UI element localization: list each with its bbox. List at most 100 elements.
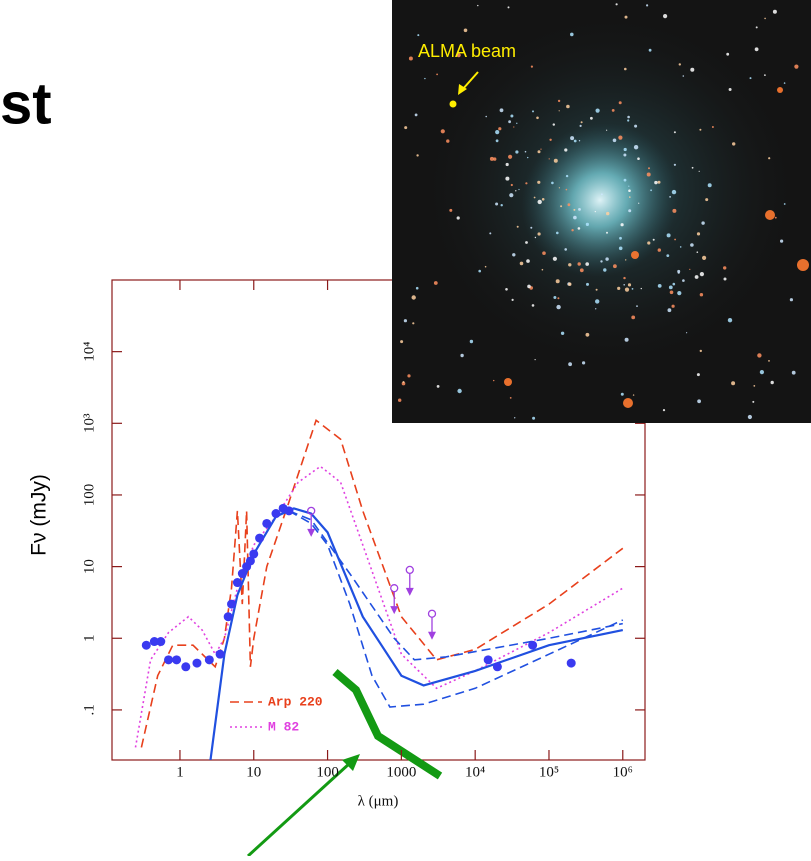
star — [526, 259, 530, 263]
star — [646, 4, 648, 6]
star — [764, 18, 766, 20]
bright-source — [765, 210, 775, 220]
star — [666, 254, 669, 257]
star — [501, 204, 503, 206]
star — [633, 394, 634, 395]
data-point — [255, 534, 264, 543]
star — [407, 374, 410, 377]
star — [496, 139, 499, 142]
star — [695, 275, 699, 279]
plot-area — [136, 420, 623, 769]
star — [621, 223, 624, 226]
star — [748, 415, 752, 419]
y-tick-label: 10 — [81, 559, 97, 574]
star — [601, 193, 603, 195]
upper-limit-arrowhead — [428, 632, 436, 640]
star — [638, 203, 639, 204]
star — [697, 251, 699, 253]
star — [536, 117, 539, 120]
star — [568, 203, 571, 206]
star — [551, 182, 554, 185]
star — [792, 371, 796, 375]
star — [403, 381, 405, 383]
star — [573, 209, 575, 211]
slide-title: st — [0, 71, 52, 136]
star — [490, 157, 494, 161]
x-tick-label: 1 — [176, 764, 184, 780]
star — [582, 361, 585, 364]
star — [658, 181, 661, 184]
data-point — [262, 519, 271, 528]
star — [673, 283, 676, 286]
star — [554, 159, 558, 163]
x-tick-label: 10⁶ — [613, 764, 633, 780]
star — [566, 175, 568, 177]
star — [794, 65, 798, 69]
star — [434, 281, 438, 285]
star — [532, 110, 534, 112]
star — [674, 131, 676, 133]
star — [780, 240, 783, 243]
star — [756, 26, 758, 28]
star — [513, 126, 514, 127]
star — [564, 148, 567, 151]
star — [532, 304, 535, 307]
star — [702, 256, 706, 260]
star — [520, 262, 524, 266]
star — [790, 298, 793, 301]
star — [557, 297, 559, 299]
legend-label: M 82 — [268, 719, 299, 734]
star — [697, 373, 700, 376]
star — [618, 136, 622, 140]
star — [603, 268, 606, 271]
star — [578, 227, 581, 230]
image-label: ALMA beam — [418, 41, 516, 61]
star — [697, 232, 700, 235]
star — [680, 246, 682, 248]
star — [510, 115, 513, 118]
star — [672, 305, 675, 308]
star — [509, 193, 513, 197]
star — [412, 322, 414, 324]
star — [689, 269, 690, 270]
data-point — [192, 659, 201, 668]
star — [619, 247, 623, 251]
star — [457, 216, 460, 219]
star — [764, 74, 766, 76]
star — [498, 127, 501, 130]
star — [679, 63, 681, 65]
star — [649, 49, 652, 52]
star — [625, 288, 629, 292]
upper-limit-marker — [406, 566, 413, 573]
star — [690, 243, 694, 247]
star — [493, 380, 494, 381]
star — [568, 283, 571, 286]
star — [623, 154, 626, 157]
star — [623, 277, 625, 279]
star — [595, 308, 596, 309]
star — [753, 385, 755, 387]
star — [731, 381, 735, 385]
star — [674, 164, 676, 166]
star — [616, 3, 618, 5]
star — [606, 212, 609, 215]
star — [516, 123, 517, 124]
data-point — [216, 650, 225, 659]
y-tick-label: 100 — [81, 484, 97, 507]
star — [404, 319, 407, 322]
star — [596, 109, 600, 113]
star — [613, 264, 617, 268]
star — [606, 232, 608, 234]
star — [658, 248, 661, 251]
star — [478, 270, 481, 273]
star — [617, 287, 620, 290]
star — [559, 110, 560, 111]
star — [636, 305, 638, 307]
star — [627, 116, 630, 119]
star — [627, 119, 629, 121]
star — [699, 129, 701, 131]
y-axis-label: Fν (mJy) — [28, 474, 51, 556]
star — [570, 33, 574, 37]
star — [514, 417, 515, 418]
upper-limit-arrowhead — [390, 606, 398, 614]
